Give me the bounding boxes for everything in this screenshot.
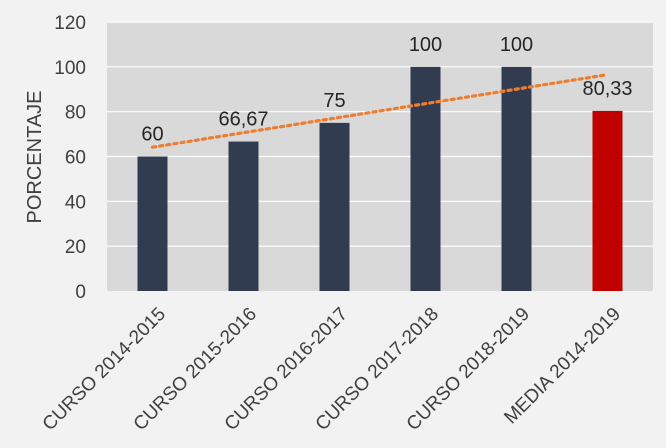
bar bbox=[137, 156, 168, 291]
bar bbox=[501, 66, 532, 291]
data-label: 80,33 bbox=[582, 78, 632, 100]
y-axis-label: PORCENTAJE bbox=[24, 91, 46, 224]
y-tick-label: 100 bbox=[54, 58, 86, 79]
bars bbox=[137, 66, 623, 292]
y-axis-ticks: 0 20 40 60 80 100 120 bbox=[54, 13, 86, 303]
y-tick-label: 40 bbox=[65, 192, 86, 213]
y-tick-label: 60 bbox=[65, 148, 86, 169]
y-tick-label: 120 bbox=[54, 13, 86, 34]
trendline-path bbox=[150, 73, 610, 149]
data-label: 75 bbox=[323, 90, 345, 112]
bar bbox=[410, 66, 441, 291]
data-label: 60 bbox=[141, 124, 163, 146]
y-tick-label: 20 bbox=[65, 237, 86, 258]
data-labels: 60 66,67 75 100 100 80,33 bbox=[141, 34, 632, 146]
bar bbox=[228, 141, 259, 291]
data-label: 66,67 bbox=[218, 109, 268, 131]
bar bbox=[592, 110, 623, 292]
trendline bbox=[150, 73, 610, 149]
y-tick-label: 80 bbox=[65, 103, 86, 124]
data-label: 100 bbox=[500, 34, 533, 56]
y-tick-label: 0 bbox=[75, 282, 86, 303]
data-label: 100 bbox=[409, 34, 442, 56]
bar bbox=[319, 122, 350, 291]
